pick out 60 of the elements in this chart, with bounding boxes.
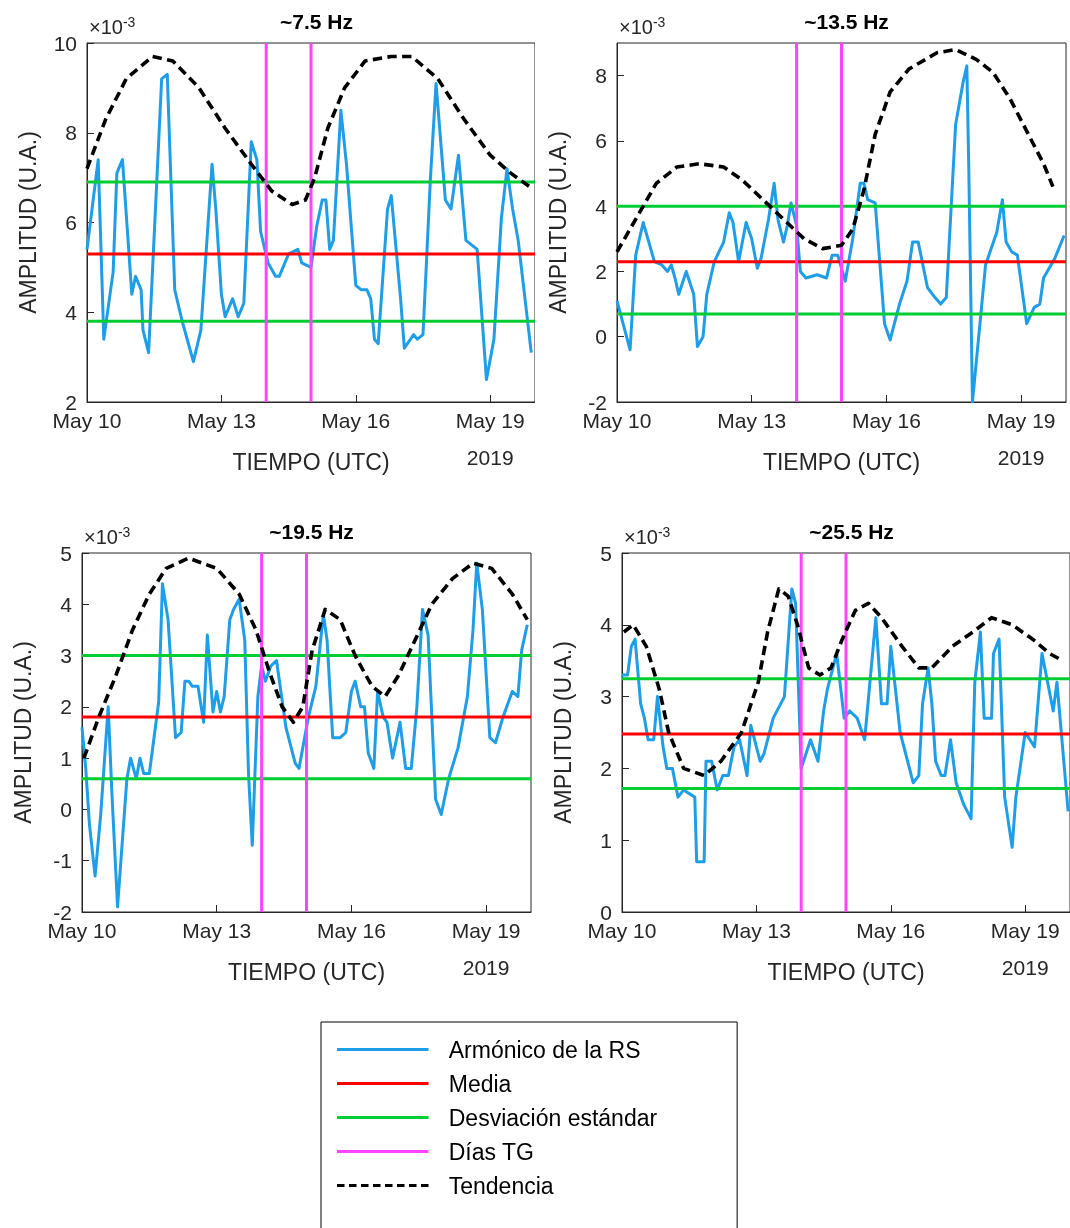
y-tick-label: 10 [53,31,77,55]
y-tick-label: 1 [60,746,72,770]
x-tick-label: May 19 [451,919,521,942]
y-tick-label: 6 [65,211,77,234]
legend-label: Desviación estándar [448,1104,658,1131]
x-tick-label: May 16 [851,409,921,432]
y-tick-label: 4 [65,300,78,324]
x-tick-label: May 13 [717,409,787,432]
y-tick-label: 8 [595,64,607,88]
y-tick-label: 2 [600,756,612,780]
y-tick-label: 4 [595,194,608,218]
y-tick-label: 0 [60,797,72,821]
x-tick-label: May 13 [721,919,791,942]
y-axis-title: AMPLITUD (U.A.) [544,131,571,314]
y-tick-label: 5 [60,541,72,565]
chart-title: ~13.5 Hz [804,10,889,33]
y-tick-label: 3 [600,685,612,709]
x-axis-title: TIEMPO (UTC) [767,958,925,985]
y-tick-label: 8 [65,121,77,145]
line-series [80,561,529,909]
y-axis-title: AMPLITUD (U.A.) [549,641,576,824]
legend-label: Días TG [448,1138,534,1165]
y-axis-title: AMPLITUD (U.A.) [14,131,41,314]
text: 2019 [1001,956,1049,979]
y-tick-label: -1 [53,849,72,873]
line-series [615,47,1055,254]
x-tick-label: May 16 [856,919,926,942]
x-tick-label: May 16 [321,409,391,432]
line-series [620,587,1070,864]
x-tick-label: May 16 [316,919,386,942]
x-axis-title: TIEMPO (UTC) [232,448,390,475]
y-tick-label: 2 [60,695,72,719]
line-series [85,72,533,382]
x-tick-label: May 13 [186,409,256,432]
x-tick-label: May 19 [455,409,525,432]
y-tick-label: 5 [600,541,612,565]
x-tick-label: May 19 [986,409,1056,432]
legend-label: Armónico de la RS [448,1036,641,1063]
x-tick-label: May 19 [990,919,1060,942]
x-tick-label: May 13 [182,919,252,942]
y-tick-label: 0 [595,325,607,349]
y-tick-label: 4 [60,592,73,616]
x-axis-title: TIEMPO (UTC) [227,958,386,985]
chart-title: ~7.5 Hz [280,10,353,33]
line-series [85,54,532,207]
x-axis-title: TIEMPO (UTC) [762,448,921,475]
chart-title: ~19.5 Hz [269,520,354,543]
legend-label: Tendencia [448,1172,554,1199]
legend-label: Media [448,1070,512,1097]
line-series [82,556,530,760]
y-tick-label: 3 [60,644,72,668]
y-tick-label: 6 [595,129,607,153]
y-axis-title: AMPLITUD (U.A.) [9,641,36,824]
text: 2019 [462,956,510,979]
text: 2019 [466,446,514,469]
text: 2019 [997,446,1045,469]
y-tick-label: 2 [595,259,607,283]
y-tick-label: 4 [600,613,613,637]
chart-title: ~25.5 Hz [809,520,894,543]
y-tick-label: 1 [600,828,612,852]
